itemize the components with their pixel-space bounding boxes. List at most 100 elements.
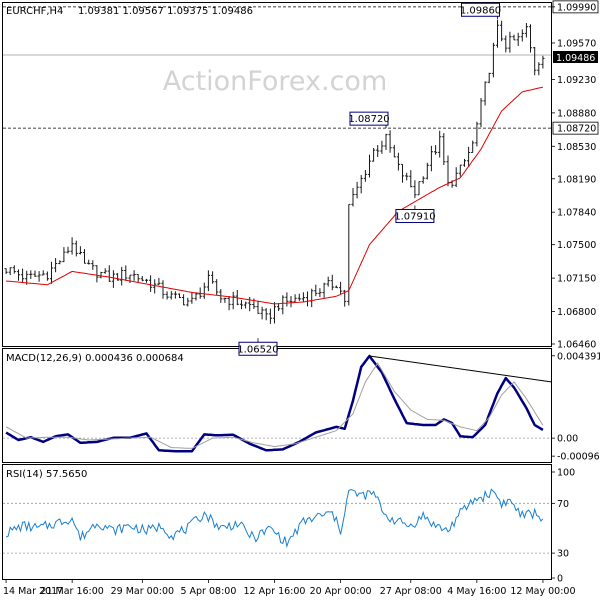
- price-bar: [297, 293, 301, 301]
- price-bar: [417, 181, 421, 196]
- price-bar: [380, 140, 384, 154]
- price-bar: [351, 188, 355, 207]
- x-tick-label: 21 Mar 16:00: [40, 586, 103, 597]
- ohlc-values: 1.09381 1.09567 1.09375 1.09486: [78, 6, 253, 17]
- price-bar: [136, 274, 140, 282]
- price-bar: [45, 271, 49, 281]
- price-bar: [487, 72, 491, 84]
- x-tick-label: 4 May 16:00: [447, 586, 506, 597]
- rsi-y-tick-label: 100: [557, 468, 575, 479]
- level-label: 1.08720: [557, 124, 596, 135]
- y-tick-label: 1.07150: [557, 274, 596, 285]
- macd-line: [5, 354, 544, 453]
- price-bar: [425, 162, 429, 180]
- price-bar: [107, 265, 111, 282]
- price-bar: [434, 145, 438, 155]
- price-bar: [161, 280, 165, 299]
- price-bar: [277, 303, 281, 311]
- price-bar: [347, 203, 351, 306]
- price-bar: [227, 296, 231, 311]
- price-bar: [54, 258, 58, 273]
- price-bar: [334, 285, 338, 289]
- price-bar: [491, 42, 495, 78]
- moving-average: [6, 86, 544, 305]
- price-bar: [264, 308, 268, 321]
- signal-line: [5, 362, 544, 449]
- price-bar: [74, 240, 78, 257]
- price-bar: [339, 281, 343, 295]
- price-annotations: 1.09860 1.08720 1.07910 1.06520: [237, 2, 501, 356]
- y-tick-label: 1.08880: [557, 108, 596, 119]
- price-bar: [524, 23, 528, 38]
- price-bar: [37, 271, 41, 282]
- price-bar: [132, 270, 136, 281]
- x-tick-label: 12 Apr 16:00: [244, 586, 306, 597]
- price-bar: [165, 291, 169, 300]
- price-bar: [388, 130, 392, 153]
- rsi-lines: [5, 488, 544, 549]
- price-bar: [314, 284, 318, 297]
- macd-y-tick-label: 0.004391: [557, 351, 600, 362]
- price-bar: [111, 270, 115, 288]
- price-bar: [99, 271, 103, 279]
- price-bar: [223, 297, 227, 303]
- rsi-y-tick-label: 70: [557, 499, 569, 510]
- rsi-y-tick-label: 30: [557, 549, 569, 560]
- price-bar: [500, 20, 504, 42]
- price-bar: [405, 172, 409, 181]
- price-bar: [248, 297, 252, 312]
- price-bar: [8, 267, 12, 275]
- price-bar: [330, 274, 334, 291]
- price-bar: [537, 62, 541, 76]
- price-bar: [91, 260, 95, 270]
- price-bar: [495, 19, 500, 48]
- price-bar: [285, 292, 289, 307]
- price-bar: [231, 291, 235, 310]
- price-bar: [322, 282, 326, 298]
- level-label-box: [552, 121, 599, 135]
- price-bar: [211, 271, 215, 284]
- price-bar: [528, 24, 533, 53]
- price-bar: [454, 167, 458, 187]
- y-tick-label: 1.08530: [557, 142, 596, 153]
- x-tick-label: 29 Mar 00:00: [111, 586, 174, 597]
- price-bar: [367, 154, 372, 178]
- price-bar: [215, 279, 219, 296]
- price-bar: [116, 273, 120, 281]
- price-bar: [177, 293, 182, 299]
- price-bar: [467, 146, 471, 167]
- price-bar: [95, 265, 99, 283]
- price-bar: [462, 158, 467, 167]
- price-bar: [157, 277, 161, 286]
- price-bar: [281, 295, 285, 315]
- current-price-box: [553, 51, 598, 63]
- price-bar: [392, 144, 396, 158]
- annotation-label: 1.08720: [348, 114, 389, 125]
- price-bar: [66, 246, 70, 254]
- annotation-box: [349, 111, 389, 126]
- x-tick-label: 5 Apr 08:00: [180, 586, 236, 597]
- price-bars: [4, 19, 545, 324]
- current-price-label: 1.09486: [556, 53, 595, 64]
- price-bar: [289, 296, 293, 308]
- price-bar: [202, 282, 206, 299]
- price-bar: [128, 274, 132, 283]
- price-bar: [140, 276, 144, 282]
- price-bar: [41, 270, 45, 276]
- rsi-panel-frame: [2, 464, 552, 580]
- price-bar: [458, 164, 462, 177]
- price-bar: [421, 176, 425, 184]
- grid-lines: [3, 6, 551, 554]
- price-bar: [190, 292, 194, 304]
- price-bar: [318, 288, 322, 297]
- price-bar: [29, 270, 33, 279]
- y-tick-label: 1.08190: [557, 174, 596, 185]
- price-bar: [194, 292, 198, 301]
- x-tick-label: 12 May 00:00: [510, 586, 575, 597]
- price-bar: [12, 265, 16, 274]
- price-bar: [508, 31, 512, 53]
- y-axis-labels: 1.09990 1.09570 1.09230 1.08880 1.08530 1.081…: [551, 0, 600, 585]
